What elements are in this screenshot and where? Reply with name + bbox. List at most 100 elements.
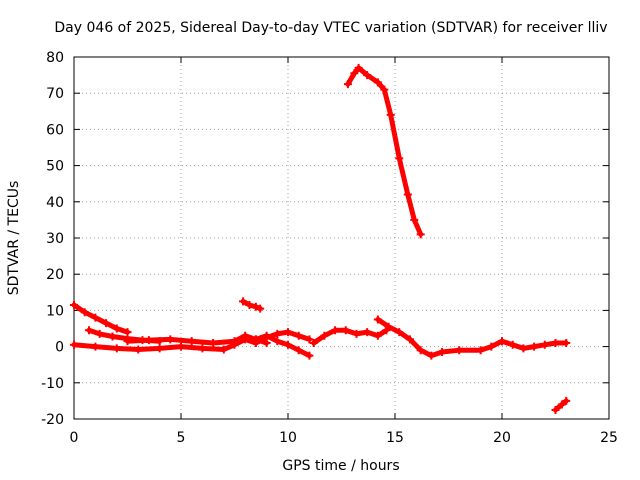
- data-point: [331, 326, 340, 335]
- data-point: [354, 63, 363, 72]
- data-point: [155, 344, 164, 353]
- data-point: [273, 337, 282, 346]
- data-point: [284, 328, 292, 337]
- data-point: [562, 396, 571, 405]
- data-point: [343, 80, 352, 89]
- data-point: [416, 346, 425, 355]
- grid-layer: [74, 57, 609, 419]
- data-point: [530, 342, 539, 351]
- y-axis-label: SDTVAR / TECUs: [6, 181, 22, 296]
- y-tick-label: 20: [46, 267, 64, 283]
- data-point: [427, 351, 436, 360]
- y-tick-label: 50: [46, 159, 64, 175]
- data-point: [373, 331, 382, 340]
- data-point: [386, 110, 395, 119]
- data-point: [403, 190, 412, 199]
- data-point: [380, 85, 389, 94]
- data-point: [134, 345, 143, 354]
- data-point: [112, 344, 121, 353]
- data-point: [241, 331, 250, 340]
- data-point: [540, 340, 549, 349]
- y-tick-label: 10: [46, 303, 64, 319]
- data-point: [410, 215, 419, 224]
- x-tick-label: 20: [493, 430, 511, 446]
- chart-title: Day 046 of 2025, Sidereal Day-to-day VTE…: [54, 20, 607, 36]
- data-point: [245, 300, 254, 309]
- data-point: [309, 338, 318, 347]
- data-point: [363, 328, 372, 337]
- data-point: [108, 332, 117, 341]
- data-point: [395, 154, 404, 163]
- data-point: [251, 302, 260, 311]
- data-point: [416, 230, 425, 239]
- x-axis-label: GPS time / hours: [282, 458, 399, 474]
- x-tick-label: 0: [70, 430, 79, 446]
- data-point: [112, 324, 121, 333]
- y-tick-label: -10: [41, 376, 64, 392]
- data-point: [187, 337, 196, 346]
- x-tick-label: 15: [386, 430, 404, 446]
- data-point: [405, 335, 414, 344]
- data-point: [363, 71, 372, 80]
- data-point: [256, 304, 265, 313]
- data-point: [273, 329, 282, 338]
- x-tick-label: 10: [279, 430, 297, 446]
- data-point: [219, 345, 228, 354]
- y-tick-label: 60: [46, 122, 64, 138]
- y-tick-label: -20: [41, 412, 64, 428]
- x-tick-label: 5: [177, 430, 186, 446]
- data-point: [498, 337, 506, 346]
- data-point: [177, 342, 185, 351]
- data-point: [476, 346, 485, 355]
- data-point: [251, 335, 260, 344]
- data-point: [373, 78, 382, 87]
- data-point: [70, 340, 78, 349]
- data-point: [551, 338, 560, 347]
- data-point: [102, 319, 111, 328]
- data-point: [123, 337, 132, 346]
- data-point: [508, 340, 517, 349]
- data-point: [294, 331, 303, 340]
- data-point: [166, 335, 175, 344]
- data-point: [395, 328, 404, 337]
- y-tick-label: 0: [55, 340, 64, 356]
- x-tick-label: 25: [600, 430, 618, 446]
- data-point: [84, 326, 93, 335]
- data-point: [209, 338, 218, 347]
- data-point: [262, 338, 271, 347]
- y-tick-label: 30: [46, 231, 64, 247]
- series-arc-9: [375, 316, 569, 359]
- data-point: [70, 300, 78, 309]
- data-point: [455, 346, 464, 355]
- data-point: [144, 336, 153, 345]
- y-tick-label: 80: [46, 50, 64, 66]
- data-point: [91, 313, 100, 322]
- data-point: [562, 338, 571, 347]
- y-tick-label: 70: [46, 86, 64, 102]
- data-point: [294, 346, 303, 355]
- data-point: [239, 297, 248, 306]
- series-layer: [70, 63, 571, 414]
- data-point: [352, 329, 361, 338]
- data-point: [305, 351, 314, 360]
- data-point: [341, 326, 350, 335]
- data-point: [487, 342, 496, 351]
- data-point: [557, 400, 566, 409]
- tick-layer: 0 5 10 15 20 25 -20 -10 0 10 20 30 40 50 60 70 80: [41, 50, 618, 446]
- data-point: [91, 342, 100, 351]
- data-point: [373, 315, 382, 324]
- data-point: [198, 344, 207, 353]
- data-point: [95, 329, 104, 338]
- data-point: [350, 69, 359, 78]
- y-tick-label: 40: [46, 195, 64, 211]
- series-arc-3: [71, 329, 312, 352]
- data-point: [519, 344, 528, 353]
- data-point: [305, 335, 314, 344]
- data-point: [320, 331, 329, 340]
- data-point: [262, 331, 271, 340]
- data-point: [284, 340, 292, 349]
- data-point: [80, 308, 89, 317]
- data-point: [551, 405, 560, 414]
- data-point: [384, 322, 393, 331]
